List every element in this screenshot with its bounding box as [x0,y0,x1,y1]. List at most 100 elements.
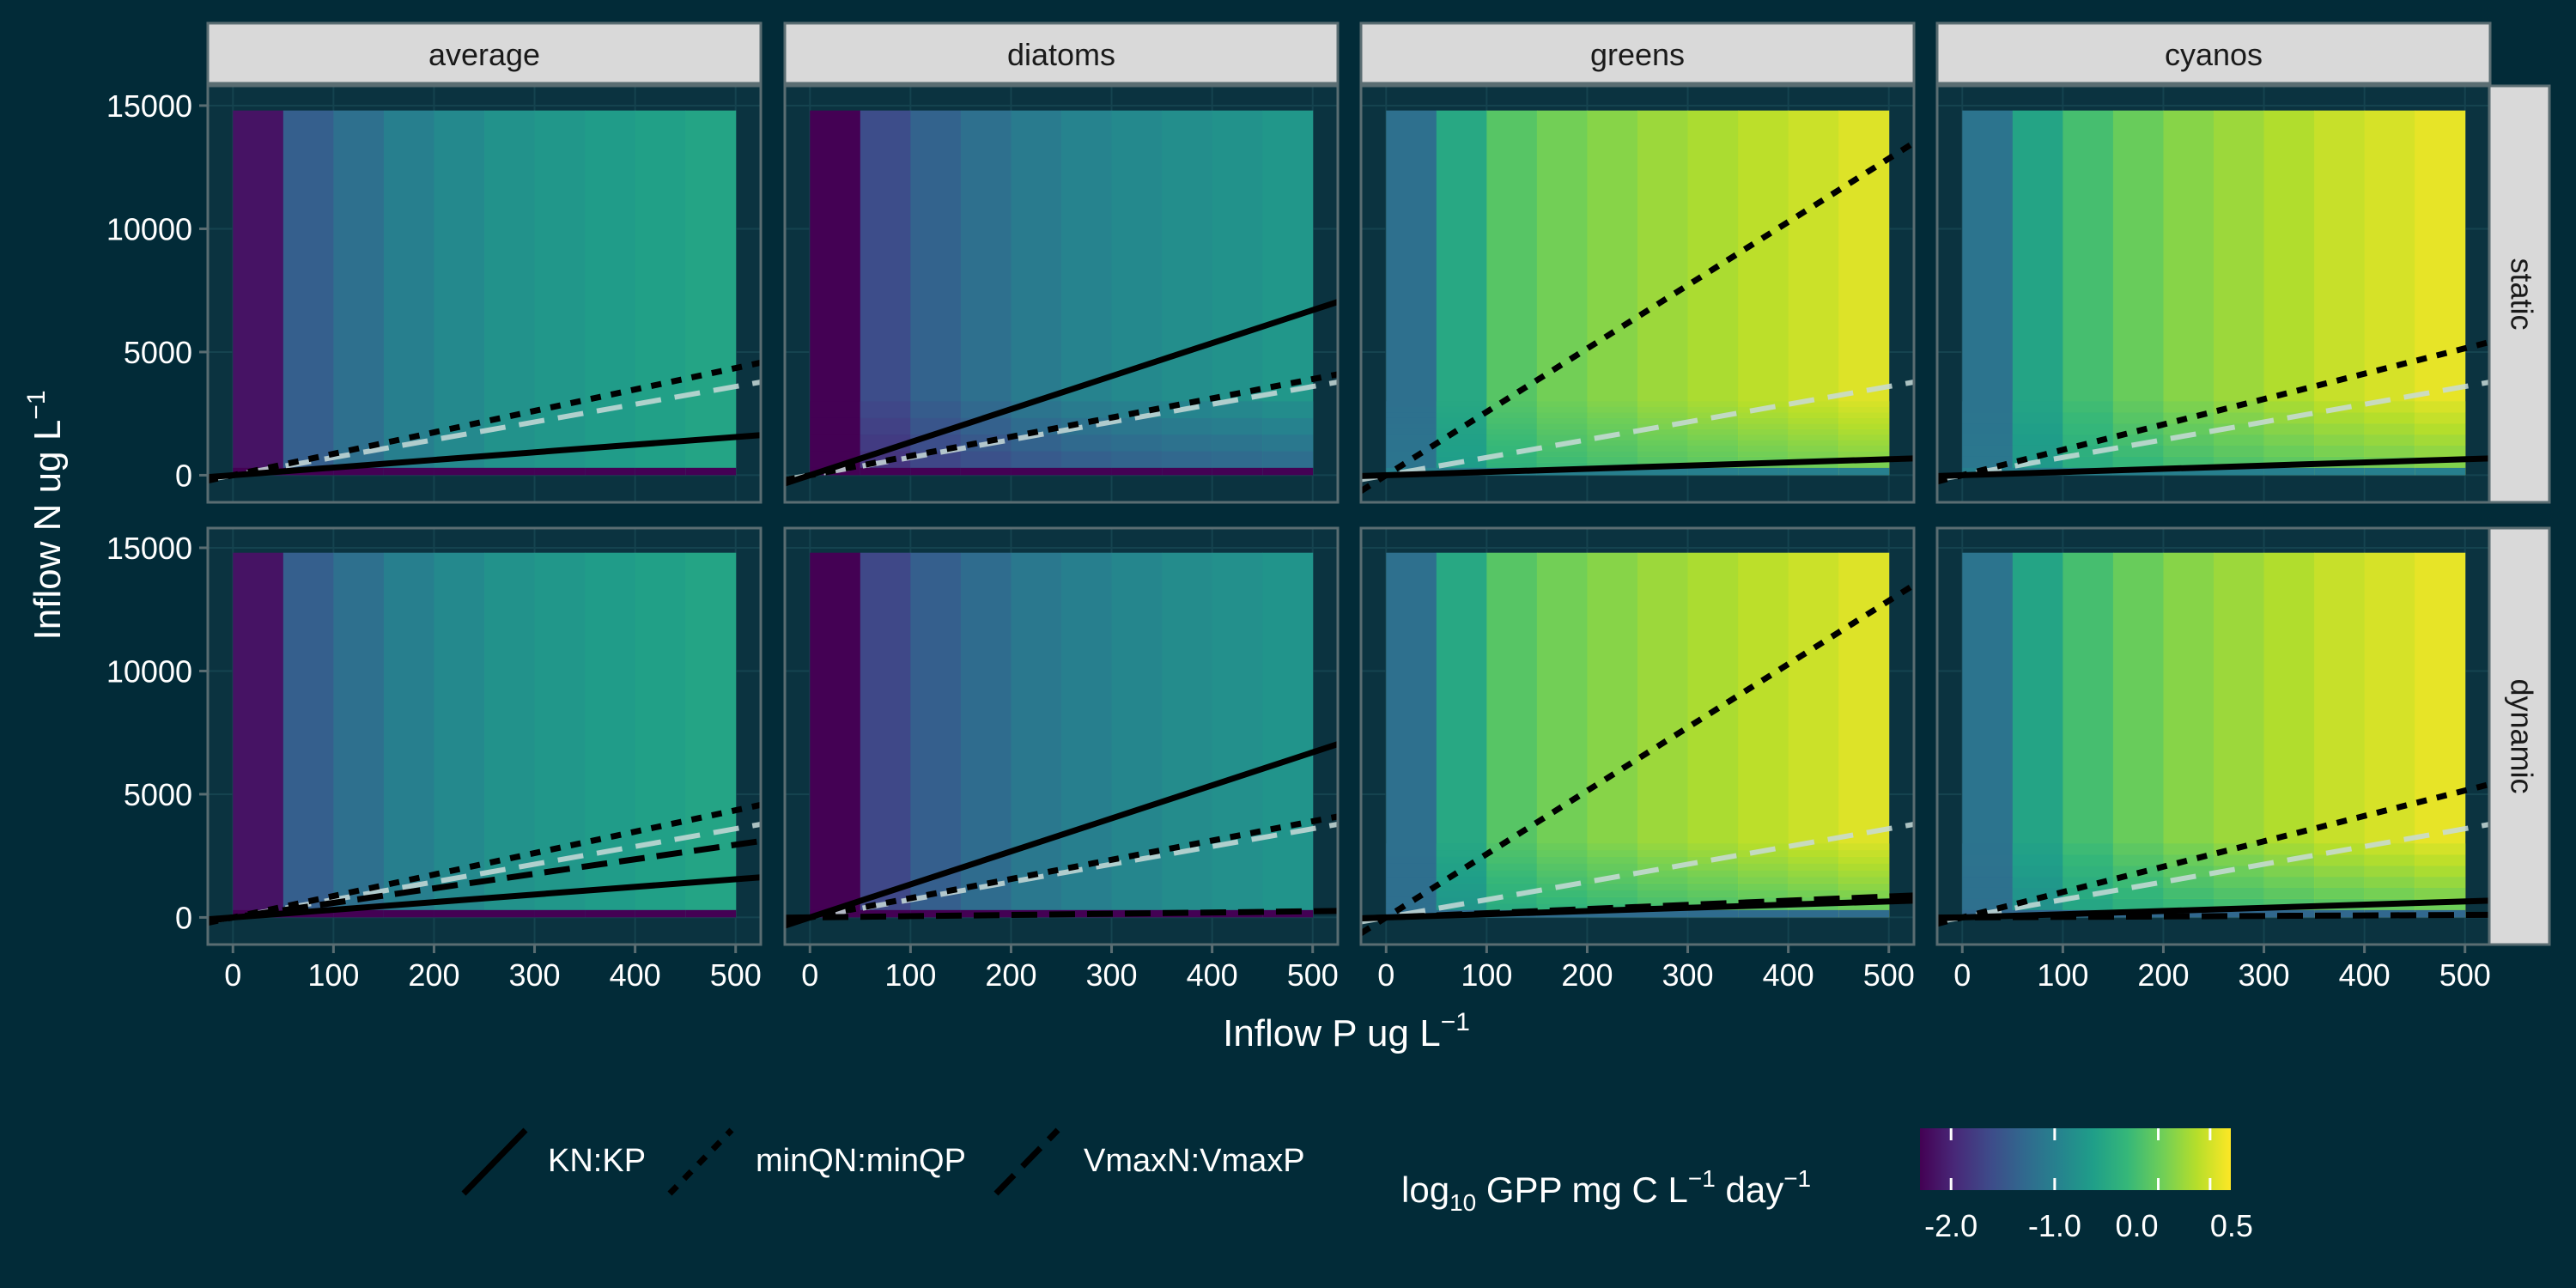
ratio-line-minQN-minQP [1937,338,2490,485]
heat-tile-low-n [2163,423,2215,435]
heat-tile-low-n [2364,412,2415,424]
heat-tile-low-n [1687,401,1739,407]
heat-tile-low-n [1788,843,1839,851]
heat-tile-low-n [2314,445,2366,457]
heat-tile-low-n [2112,412,2164,424]
heat-tile-low-n [2364,866,2415,878]
panel-average-dynamic [206,526,762,946]
heat-tile-low-n [1838,428,1890,435]
heat-tile-low-n [1436,417,1487,424]
heat-tile-low-n [2112,456,2164,468]
y-tick-label: 10000 [106,653,192,689]
heat-tile-low-n [1436,896,1487,904]
heat-tile-low-n [1637,401,1689,407]
heat-tile-low-n [2012,854,2063,866]
ratio-lines [1361,140,1914,494]
heat-tile-low-n [2415,854,2466,866]
heat-tile-low-n [1486,412,1538,418]
heat-tile-low-n [2314,434,2366,446]
heat-tile-low-n [1486,456,1538,463]
heat-tile-lowest-n [1587,467,1638,476]
heat-tile-low-n [1838,451,1890,457]
heat-tile-lowest-n [383,467,434,476]
heat-tile-low-n [1536,417,1588,424]
panel-average-static [206,84,762,504]
heat-tile-low-n [2364,877,2415,888]
heat-tile-low-n [1738,451,1789,457]
heat-tile-low-n [1536,412,1588,418]
heat-tile-low-n [1587,406,1638,413]
heat-tile-low-n [1386,440,1437,446]
heat-tile-lowest-n [1212,909,1263,918]
heat-tile-low-n [1111,434,1163,452]
heat-tile-low-n [2163,866,2215,878]
heat-tile-lowest-n [434,467,485,476]
colorbar-title-superscript: −1 [1688,1165,1716,1192]
heat-tile-low-n [1687,428,1739,435]
legend-key-dotted [667,1127,734,1196]
heat-tile-450 [685,110,737,476]
ratio-line-VmaxN-VmaxP [208,838,761,925]
heat-tile-low-n [1436,883,1487,890]
x-tick-label: 300 [1662,957,1714,993]
heat-tile-low-n [1436,406,1487,413]
heat-tile-lowest-n [2314,467,2366,476]
panel-border [206,84,762,504]
heat-tile-low-n [1486,445,1538,452]
ratio-lines [1361,582,1914,936]
heat-tile-low-n [1838,445,1890,452]
row-strip-bg [2488,526,2551,946]
heat-tile-low-n [2012,434,2063,446]
heat-tile-low-n [1738,870,1789,878]
heat-tile-lowest-n [910,909,962,918]
heat-tile-lowest-n [2415,467,2466,476]
heat-tile-low-n [1436,877,1487,884]
heat-tile-low-n [1838,401,1890,407]
heat-tile-low-n [1587,440,1638,446]
heat-tile-lowest-n [2263,467,2315,476]
heat-tile-0 [233,552,284,918]
heat-tile-low-n [960,451,1012,468]
x-tick-label: 0 [224,957,241,993]
heat-tile-low-n [1486,417,1538,424]
heat-tile-low-n [1838,903,1890,910]
colorbar-bar [1920,1128,2231,1190]
heat-tile-low-n [2214,412,2265,424]
x-tick-label: 100 [2037,957,2088,993]
x-axis-title-superscript: −1 [1441,1008,1470,1036]
heat-tile-low-n [1162,417,1213,435]
heat-tile-low-n [1962,412,2014,424]
heat-tile-low-n [1587,417,1638,424]
heat-tile-low-n [1637,890,1689,897]
heat-tile-low-n [1738,428,1789,435]
heat-tile-lowest-n [1637,909,1689,918]
heat-tile-lowest-n [2364,467,2415,476]
panel-border [783,526,1340,946]
heat-tile-low-n [1386,423,1437,429]
heat-tile-lowest-n [1838,909,1890,918]
heat-tile-low-n [2263,423,2315,435]
heat-tile-low-n [2263,401,2315,413]
x-tick-label: 100 [307,957,359,993]
heat-tile-low-n [1436,462,1487,468]
heat-tile-low-n [1738,412,1789,418]
heat-tile-low-n [1637,412,1689,418]
heat-tile-low-n [1838,423,1890,429]
column-strip-label: average [428,37,540,72]
heat-tile-low-n [1738,456,1789,463]
heat-tile-lowest-n [860,467,911,476]
heat-tile-low-n [2263,434,2315,446]
facet-strips: average diatoms greens cyanos static dynamic [206,21,2551,946]
heat-tile-low-n [860,401,911,418]
heat-tile-lowest-n [1788,467,1839,476]
ratio-line-KN-KP [208,874,761,923]
heat-tile-low-n [2112,898,2164,910]
heat-tile-low-n [1111,417,1163,435]
heat-tile-low-n [810,434,861,452]
heat-tile-low-n [1436,401,1487,407]
heat-tile-low-n [1536,434,1588,440]
heat-tile-lowest-n [1838,467,1890,476]
heat-tile-low-n [2314,423,2366,435]
heat-tile-low-n [2314,412,2366,424]
panel-border [206,526,762,946]
